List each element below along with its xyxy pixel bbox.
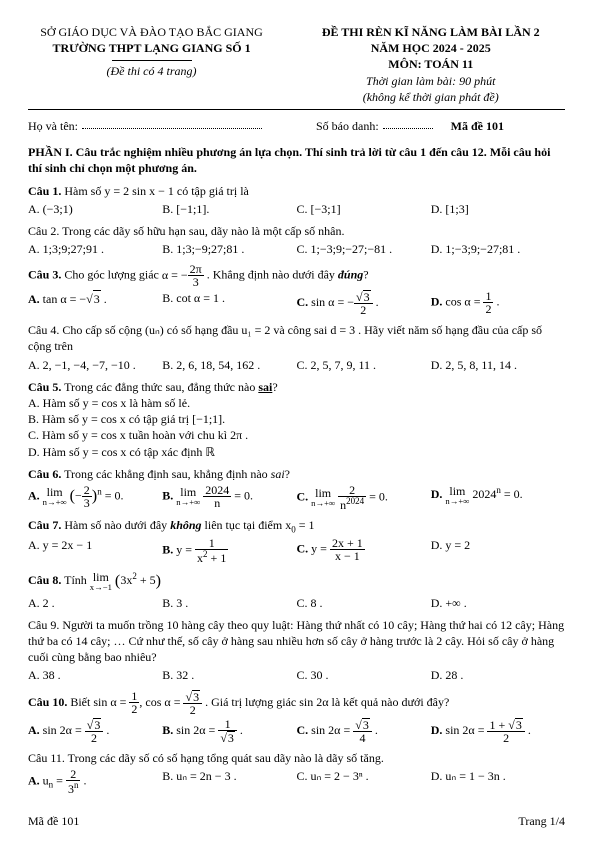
id-field[interactable]	[383, 118, 433, 129]
q6-opt-d: D. limn→+∞ 2024n = 0.	[431, 484, 565, 511]
q5-text: Câu 5. Trong các đẳng thức sau, đẳng thứ…	[28, 379, 565, 395]
q9-opt-c: C. 30 .	[297, 667, 431, 683]
q11-opt-b: B. uₙ = 2n − 3 .	[162, 768, 296, 795]
q5-opt-b: B. Hàm số y = cos x có tập giá trị [−1;1…	[28, 411, 565, 427]
q6-opt-c: C. limn→+∞ 2n2024 = 0.	[297, 484, 431, 511]
q1-opt-d: D. [1;3]	[431, 201, 565, 217]
q2-opt-d: D. 1;−3;9;−27;81 .	[431, 241, 565, 257]
q8-text: Câu 8. Tính limx→−1 (3x2 + 5)	[28, 570, 565, 592]
q7-opt-c: C. y = 2x + 1x − 1	[297, 537, 431, 564]
q3-opt-b: B. cot α = 1 .	[162, 290, 296, 316]
q11-opt-d: D. uₙ = 1 − 3n .	[431, 768, 565, 795]
name-label: Họ và tên:	[28, 118, 78, 134]
school-year: NĂM HỌC 2024 - 2025	[297, 40, 566, 56]
q11-opt-a: A. un = 23n .	[28, 768, 162, 795]
q2-opt-b: B. 1;3;−9;27;81 .	[162, 241, 296, 257]
question-10: Câu 10. Biết sin α = 12, cos α = 32 . Gi…	[28, 690, 565, 744]
divider	[112, 60, 192, 61]
q5-opt-c: C. Hàm số y = cos x tuần hoàn với chu kì…	[28, 427, 565, 443]
question-4: Câu 4. Cho cấp số cộng (uₙ) có số hạng đ…	[28, 322, 565, 373]
id-label: Số báo danh:	[316, 118, 379, 134]
q9-opt-a: A. 38 .	[28, 667, 162, 683]
question-11: Câu 11. Trong các dãy số có số hạng tổng…	[28, 750, 565, 795]
q5-opt-d: D. Hàm số y = cos x có tập xác định ℝ	[28, 444, 565, 460]
q9-opt-d: D. 28 .	[431, 667, 565, 683]
q4-opt-c: C. 2, 5, 7, 9, 11 .	[297, 357, 431, 373]
department: SỞ GIÁO DỤC VÀ ĐÀO TẠO BẮC GIANG	[28, 24, 275, 40]
q3-text: Câu 3. Cho góc lượng giác α = −2π3 . Khẳ…	[28, 263, 565, 288]
header-left: SỞ GIÁO DỤC VÀ ĐÀO TẠO BẮC GIANG TRƯỜNG …	[28, 24, 275, 105]
question-8: Câu 8. Tính limx→−1 (3x2 + 5) A. 2 . B. …	[28, 570, 565, 610]
question-9: Câu 9. Người ta muốn trồng 10 hàng cây t…	[28, 617, 565, 684]
q3-opt-c: C. sin α = −32 .	[297, 290, 431, 316]
q11-opt-c: C. uₙ = 2 − 3ⁿ .	[297, 768, 431, 795]
name-field[interactable]	[82, 118, 262, 129]
q1-opt-a: A. (−3;1)	[28, 201, 162, 217]
q7-opt-b: B. y = 1x2 + 1	[162, 537, 296, 564]
q9-text: Câu 9. Người ta muốn trồng 10 hàng cây t…	[28, 617, 565, 666]
q10-opt-c: C. sin 2α = 34 .	[297, 718, 431, 744]
question-3: Câu 3. Cho góc lượng giác α = −2π3 . Khẳ…	[28, 263, 565, 316]
exam-code: Mã đề 101	[451, 118, 504, 134]
duration: Thời gian làm bài: 90 phút	[297, 73, 566, 89]
exam-title: ĐỀ THI RÈN KĨ NĂNG LÀM BÀI LẦN 2	[297, 24, 566, 40]
q8-opt-b: B. 3 .	[162, 595, 296, 611]
exam-header: SỞ GIÁO DỤC VÀ ĐÀO TẠO BẮC GIANG TRƯỜNG …	[28, 24, 565, 105]
q1-opt-b: B. [−1;1].	[162, 201, 296, 217]
subject: MÔN: TOÁN 11	[297, 56, 566, 72]
q8-opt-c: C. 8 .	[297, 595, 431, 611]
duration-note: (không kể thời gian phát đề)	[297, 89, 566, 105]
school: TRƯỜNG THPT LẠNG GIANG SỐ 1	[28, 40, 275, 56]
page-footer: Mã đề 101 Trang 1/4	[28, 813, 565, 829]
question-2: Câu 2. Trong các dãy số hữu hạn sau, dãy…	[28, 223, 565, 257]
candidate-row: Họ và tên: Số báo danh: Mã đề 101	[28, 118, 565, 134]
q10-opt-d: D. sin 2α = 1 + 32 .	[431, 718, 565, 744]
q6-opt-b: B. limn→+∞ 2024n = 0.	[162, 484, 296, 511]
question-6: Câu 6. Trong các khẳng định sau, khẳng đ…	[28, 466, 565, 511]
footer-code: Mã đề 101	[28, 813, 79, 829]
q1-opt-c: C. [−3;1]	[297, 201, 431, 217]
q11-text: Câu 11. Trong các dãy số có số hạng tổng…	[28, 750, 565, 766]
q6-text: Câu 6. Trong các khẳng định sau, khẳng đ…	[28, 466, 565, 482]
q7-opt-d: D. y = 2	[431, 537, 565, 564]
q8-opt-a: A. 2 .	[28, 595, 162, 611]
q4-text: Câu 4. Cho cấp số cộng (uₙ) có số hạng đ…	[28, 322, 565, 354]
question-1: Câu 1. Hàm số y = 2 sin x − 1 có tập giá…	[28, 183, 565, 217]
q3-opt-a: A. tan α = −3 .	[28, 290, 162, 316]
q2-opt-a: A. 1;3;9;27;91 .	[28, 241, 162, 257]
page-count-note: (Đề thi có 4 trang)	[28, 63, 275, 79]
q2-opt-c: C. 1;−3;9;−27;−81 .	[297, 241, 431, 257]
header-right: ĐỀ THI RÈN KĨ NĂNG LÀM BÀI LẦN 2 NĂM HỌC…	[297, 24, 566, 105]
q3-opt-d: D. cos α = 12 .	[431, 290, 565, 316]
q9-opt-b: B. 32 .	[162, 667, 296, 683]
q7-text: Câu 7. Hàm số nào dưới đây không liên tụ…	[28, 517, 565, 536]
q4-opt-d: D. 2, 5, 8, 11, 14 .	[431, 357, 565, 373]
footer-page: Trang 1/4	[518, 813, 565, 829]
q8-opt-d: D. +∞ .	[431, 595, 565, 611]
q10-opt-b: B. sin 2α = 13 .	[162, 718, 296, 744]
q5-opt-a: A. Hàm số y = cos x là hàm số lẻ.	[28, 395, 565, 411]
q6-opt-a: A. limn→+∞ (−23)n = 0.	[28, 484, 162, 511]
q10-text: Câu 10. Biết sin α = 12, cos α = 32 . Gi…	[28, 690, 565, 716]
part1-title: PHẦN I. Câu trắc nghiệm nhiều phương án …	[28, 144, 565, 176]
divider	[28, 109, 565, 110]
q2-text: Câu 2. Trong các dãy số hữu hạn sau, dãy…	[28, 223, 565, 239]
q4-opt-a: A. 2, −1, −4, −7, −10 .	[28, 357, 162, 373]
q4-opt-b: B. 2, 6, 18, 54, 162 .	[162, 357, 296, 373]
q1-text: Câu 1. Hàm số y = 2 sin x − 1 có tập giá…	[28, 183, 565, 199]
question-5: Câu 5. Trong các đẳng thức sau, đẳng thứ…	[28, 379, 565, 460]
question-7: Câu 7. Hàm số nào dưới đây không liên tụ…	[28, 517, 565, 565]
q7-opt-a: A. y = 2x − 1	[28, 537, 162, 564]
q10-opt-a: A. sin 2α = 32 .	[28, 718, 162, 744]
